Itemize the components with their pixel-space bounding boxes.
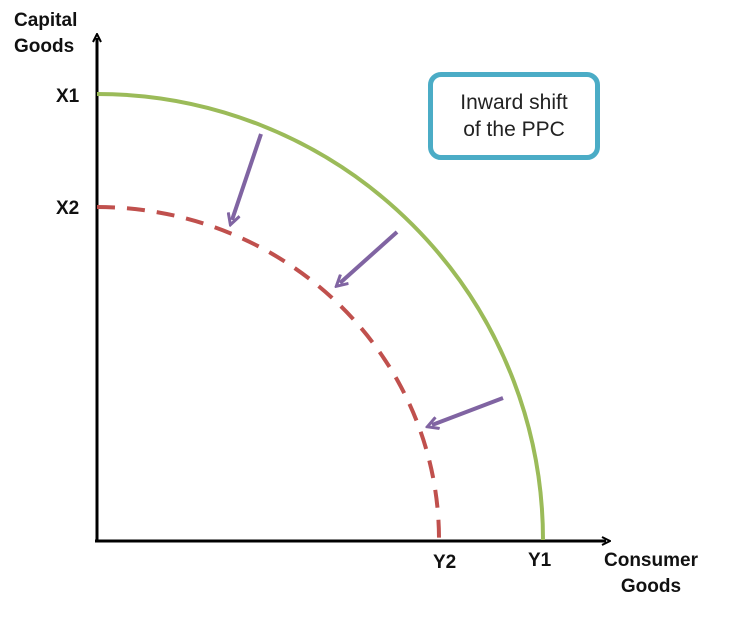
new-ppc-curve [96, 205, 441, 540]
x-axis-title: Consumer Goods [604, 550, 698, 597]
shift-arrow-2 [340, 230, 399, 283]
original-ppc-curve [96, 92, 545, 541]
x-tick-y2: Y2 [433, 552, 457, 573]
y-tick-x1: X1 [56, 86, 80, 107]
x-tick-y1: Y1 [528, 550, 552, 571]
y-tick-x2: X2 [56, 198, 80, 219]
y-axis-title: Capital Goods [14, 10, 78, 57]
shift-arrow-1 [232, 133, 263, 220]
callout-box: Inward shift of the PPC [428, 72, 600, 160]
shift-arrow-3 [432, 396, 504, 425]
